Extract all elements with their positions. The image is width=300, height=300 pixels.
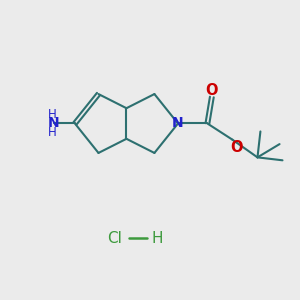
Text: O: O (206, 83, 218, 98)
Text: H: H (152, 231, 163, 246)
Text: Cl: Cl (107, 231, 122, 246)
Text: N: N (172, 116, 184, 130)
Text: H: H (48, 108, 57, 121)
Text: H: H (48, 126, 57, 140)
Text: N: N (48, 116, 59, 130)
Text: O: O (231, 140, 243, 154)
